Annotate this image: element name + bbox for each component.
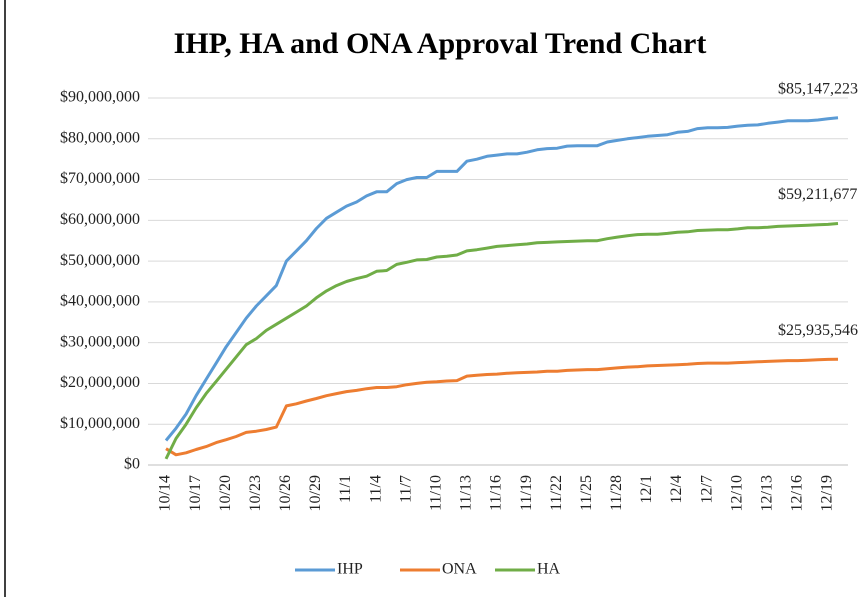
y-tick-label: $70,000,000 — [60, 170, 140, 187]
x-tick-label: 12/13 — [758, 475, 775, 511]
series-line — [164, 116, 839, 442]
x-tick-label: 11/13 — [458, 475, 475, 511]
x-tick-label: 12/1 — [638, 475, 655, 503]
x-tick-label: 10/20 — [217, 475, 234, 511]
x-tick-label: 11/7 — [397, 475, 414, 503]
y-tick-label: $10,000,000 — [60, 415, 140, 432]
y-tick-label: $0 — [124, 456, 140, 473]
y-tick-label: $20,000,000 — [60, 374, 140, 391]
x-tick-label: 11/4 — [367, 475, 384, 503]
y-tick-label: $40,000,000 — [60, 293, 140, 310]
x-tick-label: 12/16 — [789, 475, 806, 511]
series-line — [165, 357, 839, 457]
x-tick-label: 11/16 — [488, 475, 505, 511]
x-tick-label: 11/19 — [518, 475, 535, 511]
x-tick-label: 10/29 — [307, 475, 324, 511]
x-tick-label: 10/26 — [277, 475, 294, 511]
x-tick-label: 12/19 — [819, 475, 836, 511]
x-tick-label: 11/28 — [608, 475, 625, 511]
x-tick-label: 10/17 — [187, 475, 204, 511]
legend-label: ONA — [442, 561, 477, 578]
legend-label: HA — [537, 561, 561, 578]
y-tick-label: $90,000,000 — [60, 89, 140, 106]
x-tick-label: 10/14 — [157, 475, 174, 511]
x-tick-label: 11/1 — [337, 475, 354, 503]
y-tick-label: $30,000,000 — [60, 333, 140, 350]
y-tick-label: $60,000,000 — [60, 211, 140, 228]
chart-title: IHP, HA and ONA Approval Trend Chart — [174, 27, 707, 60]
x-tick-label: 11/10 — [427, 475, 444, 511]
x-tick-label: 12/4 — [668, 475, 685, 503]
x-tick-label: 11/25 — [578, 475, 595, 511]
series-line — [164, 222, 839, 460]
x-tick-label: 11/22 — [548, 475, 565, 511]
y-tick-label: $50,000,000 — [60, 252, 140, 269]
y-tick-label: $80,000,000 — [60, 129, 140, 146]
data-label: $59,211,677 — [778, 186, 857, 203]
legend-label: IHP — [337, 561, 363, 578]
x-tick-label: 12/10 — [728, 475, 745, 511]
data-label: $85,147,223 — [778, 80, 858, 97]
x-tick-label: 12/7 — [698, 475, 715, 503]
x-tick-label: 10/23 — [247, 475, 264, 511]
data-label: $25,935,546 — [778, 322, 858, 339]
